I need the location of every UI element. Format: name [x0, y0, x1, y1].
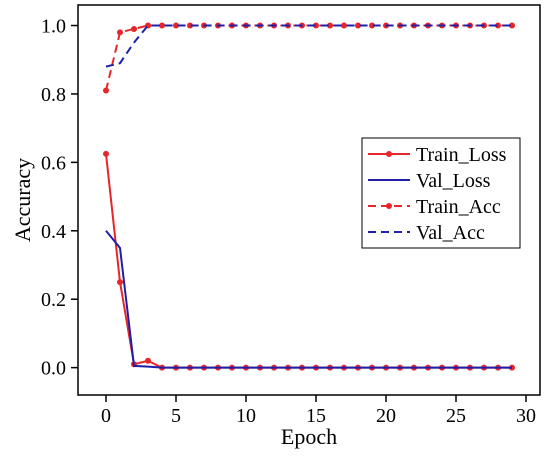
train-acc-line [105, 24, 512, 91]
x-tick-label: 30 [516, 405, 536, 427]
x-axis-title: Epoch [281, 424, 337, 449]
train-loss-point [145, 357, 151, 364]
legend-label-train-acc: Train_Acc [416, 196, 501, 218]
legend-marker-train-acc [386, 203, 392, 209]
x-tick-label: 0 [101, 405, 111, 427]
train-acc-point [327, 22, 333, 29]
legend-label-val-loss: Val_Loss [416, 170, 491, 192]
val-loss-line [105, 230, 512, 369]
train-acc-point [341, 22, 347, 29]
y-tick-label: 0.0 [41, 358, 66, 380]
train-acc-point [131, 25, 137, 32]
train-acc-point [159, 22, 165, 29]
train-acc-point [173, 22, 179, 29]
legend-label-train-loss: Train_Loss [416, 144, 507, 166]
y-tick-label: 0.4 [41, 221, 66, 243]
plot-frame [77, 4, 541, 396]
train-acc-point [117, 29, 123, 36]
train-acc-point [495, 22, 501, 29]
train-acc-point [509, 22, 515, 29]
train-acc-point [103, 87, 109, 94]
legend-label-val-acc: Val_Acc [416, 222, 485, 244]
x-tick-label: 25 [446, 405, 466, 427]
y-tick-label: 1.0 [41, 16, 66, 38]
y-tick-label: 0.6 [41, 152, 66, 174]
legend: Train_Loss Val_Loss Train_Acc Val_Acc [361, 137, 521, 249]
x-tick-label: 5 [171, 405, 181, 427]
val-acc-line [105, 24, 512, 68]
x-tick-label: 20 [376, 405, 396, 427]
train-acc-point [355, 22, 361, 29]
train-acc-point [369, 22, 375, 29]
series-layer [103, 22, 515, 371]
train-loss-point [117, 279, 123, 286]
train-acc-point [313, 22, 319, 29]
legend-marker-train-loss [386, 151, 392, 157]
train-loss-point [103, 150, 109, 157]
x-tick-label: 15 [306, 405, 326, 427]
y-tick-label: 0.8 [41, 84, 66, 106]
axes-layer: 0 5 10 15 20 25 30 0.0 0.2 0.4 0.6 0.8 1.0 [41, 16, 536, 427]
y-tick-label: 0.2 [41, 289, 66, 311]
x-tick-label: 10 [236, 405, 256, 427]
y-axis-title: Accuracy [10, 158, 35, 242]
train-acc-point [187, 22, 193, 29]
